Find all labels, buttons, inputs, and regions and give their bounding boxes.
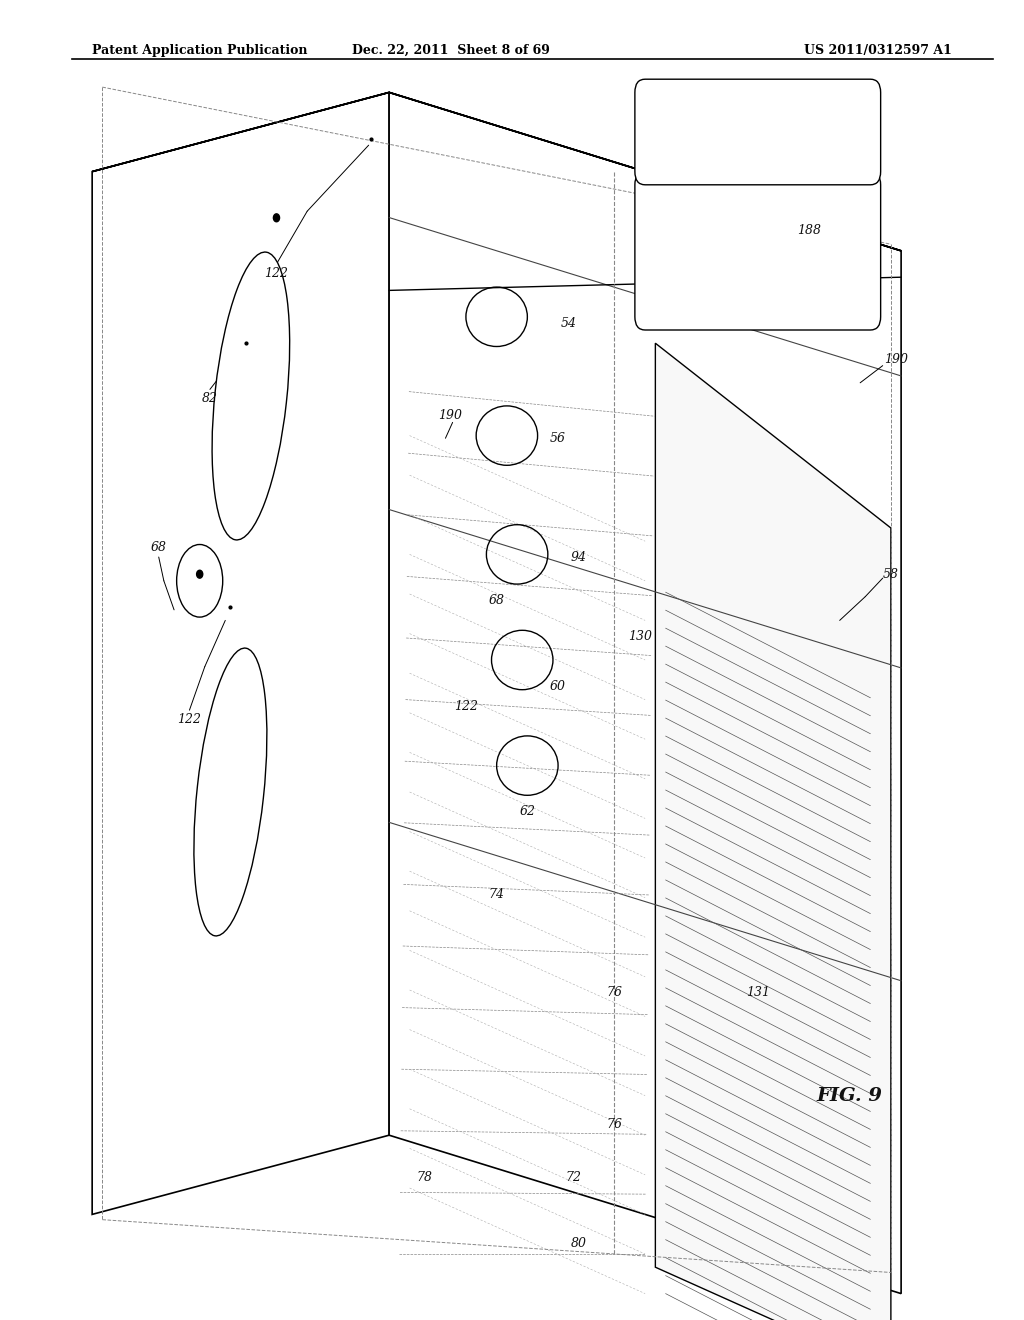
- Text: 122: 122: [177, 713, 202, 726]
- Text: 56: 56: [550, 432, 566, 445]
- Text: 94: 94: [570, 550, 587, 564]
- Polygon shape: [92, 92, 389, 1214]
- Ellipse shape: [197, 570, 203, 578]
- Text: 130: 130: [628, 630, 652, 643]
- Text: 60: 60: [550, 680, 566, 693]
- Polygon shape: [92, 92, 901, 251]
- Text: 131: 131: [745, 986, 770, 999]
- Polygon shape: [389, 92, 901, 1294]
- Text: FIG. 9: FIG. 9: [817, 1086, 883, 1105]
- Text: 188: 188: [797, 224, 821, 238]
- FancyBboxPatch shape: [635, 172, 881, 330]
- Text: 58: 58: [883, 568, 899, 581]
- Text: 80: 80: [570, 1237, 587, 1250]
- Text: 62: 62: [519, 805, 536, 818]
- Text: 76: 76: [606, 1118, 623, 1131]
- Text: 122: 122: [454, 700, 478, 713]
- Text: 122: 122: [264, 267, 289, 280]
- Text: Dec. 22, 2011  Sheet 8 of 69: Dec. 22, 2011 Sheet 8 of 69: [351, 44, 550, 57]
- Ellipse shape: [212, 252, 290, 540]
- Text: 54: 54: [560, 317, 577, 330]
- Text: Patent Application Publication: Patent Application Publication: [92, 44, 307, 57]
- Text: 72: 72: [565, 1171, 582, 1184]
- FancyBboxPatch shape: [635, 79, 881, 185]
- Text: 82: 82: [202, 392, 218, 405]
- Text: 190: 190: [438, 409, 463, 422]
- Text: 190: 190: [884, 352, 908, 366]
- Ellipse shape: [273, 214, 280, 222]
- Ellipse shape: [194, 648, 267, 936]
- Text: US 2011/0312597 A1: US 2011/0312597 A1: [805, 44, 952, 57]
- Text: 76: 76: [606, 986, 623, 999]
- Text: 74: 74: [488, 888, 505, 902]
- Text: 68: 68: [488, 594, 505, 607]
- Text: 68: 68: [151, 541, 167, 554]
- Text: 78: 78: [417, 1171, 433, 1184]
- Polygon shape: [655, 343, 891, 1320]
